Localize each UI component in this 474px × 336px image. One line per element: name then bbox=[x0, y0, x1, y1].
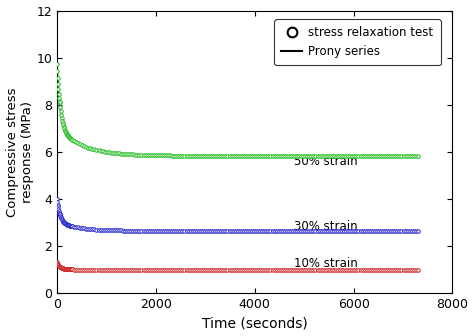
Text: 30% strain: 30% strain bbox=[294, 220, 358, 233]
Legend: stress relaxation test, Prony series: stress relaxation test, Prony series bbox=[274, 19, 441, 66]
Text: 50% strain: 50% strain bbox=[294, 155, 358, 168]
X-axis label: Time (seconds): Time (seconds) bbox=[202, 317, 308, 330]
Text: 10% strain: 10% strain bbox=[294, 257, 358, 270]
Y-axis label: Compressive stress
response (MPa): Compressive stress response (MPa) bbox=[6, 87, 34, 216]
